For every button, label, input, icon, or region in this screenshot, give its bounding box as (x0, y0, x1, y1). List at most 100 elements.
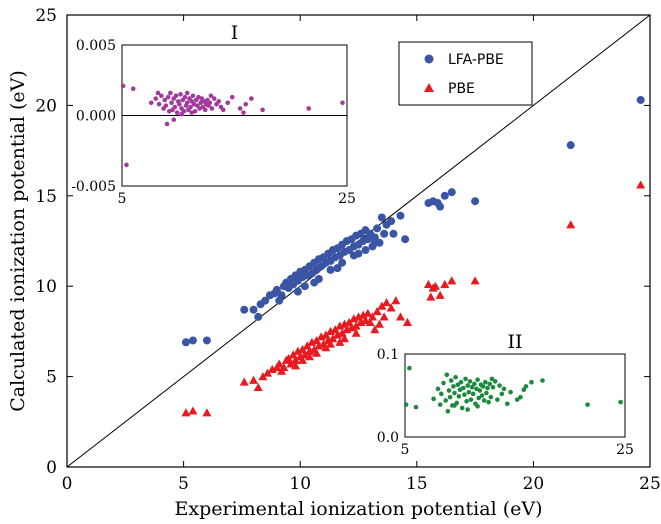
inset-i-data-point (164, 121, 170, 127)
inset-ii-data-point (464, 399, 469, 404)
data-point-triangle (636, 180, 646, 189)
data-point-circle (354, 249, 363, 258)
inset-i-data-point (190, 93, 196, 99)
inset-ii-data-point (497, 383, 502, 388)
data-point-triangle (291, 361, 301, 370)
x-tick-label: 0 (62, 474, 73, 494)
data-point-triangle (430, 281, 440, 290)
inset-ii-data-point (467, 379, 473, 384)
inset-i-x-tick-label: 25 (338, 191, 356, 207)
inset-i-data-point (178, 92, 183, 97)
x-tick-label: 25 (639, 474, 661, 494)
data-point-triangle (258, 372, 268, 381)
data-point-circle (380, 229, 389, 238)
inset-i-data-point (184, 90, 190, 96)
inset-i-data-point (153, 96, 159, 101)
inset-ii-title: II (507, 331, 522, 353)
inset-ii-data-point (458, 379, 464, 385)
series-lfa-pbe (181, 95, 645, 347)
inset-ii-data-point (444, 372, 450, 378)
inset-ii-data-point (407, 365, 412, 371)
inset-i-data-point (260, 107, 265, 113)
inset-i-data-point (168, 90, 173, 96)
inset-ii-series (403, 365, 623, 414)
inset-ii-data-point (461, 385, 466, 391)
inset-i-data-point (306, 106, 312, 111)
inset-ii-data-point (451, 384, 456, 389)
inset-i-data-point (159, 93, 164, 99)
inset-i-data-point (163, 103, 169, 108)
data-point-triangle (335, 337, 345, 346)
y-tick-label: 0 (46, 458, 57, 478)
inset-i-data-point (165, 94, 171, 100)
inset-ii-data-point (476, 395, 482, 401)
inset-ii-data-point (475, 403, 480, 409)
data-point-triangle (351, 321, 361, 330)
data-point-circle (636, 95, 645, 104)
data-point-triangle (381, 297, 391, 307)
data-point-circle (471, 197, 480, 206)
data-point-triangle (372, 307, 382, 316)
y-axis-label: Calculated ionization potential (eV) (7, 70, 29, 412)
inset-ii-data-point (490, 384, 496, 390)
inset-i-data-point (172, 104, 178, 110)
y-tick-label: 25 (35, 6, 57, 26)
data-point-circle (275, 296, 284, 305)
inset-ii-data-point (466, 389, 472, 395)
data-point-triangle (340, 334, 350, 343)
data-point-circle (338, 258, 347, 267)
inset-ii-data-point (465, 407, 471, 412)
inset-i-data-point (207, 100, 213, 106)
inset-i-data-point (130, 86, 136, 92)
inset-ii-data-point (456, 394, 462, 399)
data-point-triangle (239, 377, 249, 386)
inset-i-data-point (177, 101, 182, 107)
x-tick-label: 20 (523, 474, 545, 494)
inset-ii-data-point (508, 389, 513, 395)
inset-i-data-point (225, 100, 231, 106)
inset-ii-data-point (403, 402, 409, 407)
inset-i-data-point (156, 101, 162, 107)
inset-ii-data-point (492, 379, 498, 384)
legend-marker-triangle (424, 83, 434, 92)
inset-ii-data-point (470, 391, 476, 397)
inset-i-y-tick-label: 0.000 (76, 109, 116, 125)
data-point-circle (389, 229, 398, 238)
inset-i-data-point (340, 100, 345, 106)
data-point-circle (188, 336, 197, 345)
inset-ii-data-point (462, 392, 467, 397)
inset-i-data-point (229, 94, 235, 100)
inset-i-data-point (188, 104, 193, 110)
data-point-circle (566, 141, 575, 150)
data-point-triangle (274, 359, 284, 368)
data-point-circle (300, 282, 309, 291)
inset-ii-data-point (437, 402, 443, 407)
data-point-triangle (447, 276, 457, 285)
inset-i-data-point (220, 107, 226, 113)
data-point-triangle (351, 328, 361, 337)
data-point-triangle (181, 408, 191, 417)
data-point-triangle (286, 359, 296, 368)
inset-i-data-point (169, 100, 174, 106)
data-point-triangle (435, 290, 445, 299)
inset-ii-data-point (483, 379, 488, 385)
legend-marker-circle (424, 54, 434, 64)
data-point-triangle (263, 368, 273, 377)
inset-ii-data-point (489, 376, 495, 382)
inset-ii-data-point (431, 396, 436, 402)
legend-label: LFA-PBE (448, 52, 504, 68)
inset-ii-data-point (477, 388, 483, 393)
inset-i-title: I (231, 22, 239, 44)
inset-i-data-point (208, 93, 214, 99)
data-point-circle (310, 278, 319, 287)
data-point-circle (361, 246, 370, 255)
inset-ii-data-point (486, 399, 491, 405)
data-point-circle (249, 305, 258, 314)
inset-ii-data-point (472, 381, 477, 387)
x-tick-label: 5 (178, 474, 189, 494)
data-point-circle (387, 217, 396, 226)
inset-ii-data-point (480, 384, 486, 389)
inset-ii-data-point (495, 397, 500, 402)
inset-ii-data-point (452, 403, 457, 408)
inset-ii-x-tick-label: 5 (401, 442, 410, 458)
